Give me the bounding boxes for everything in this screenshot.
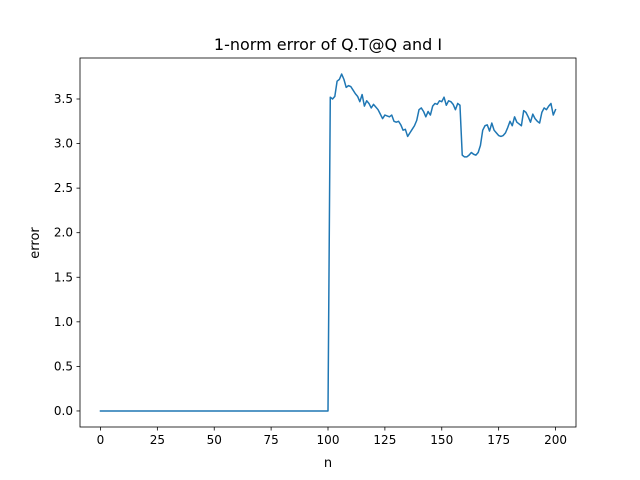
x-tick-label: 50 — [207, 433, 222, 447]
y-tick-label: 2.5 — [54, 181, 73, 195]
x-tick-label: 100 — [317, 433, 340, 447]
y-tick-label: 3.5 — [54, 92, 73, 106]
series-line-0 — [99, 73, 557, 412]
y-tick-label: 3.0 — [54, 137, 73, 151]
plot-area: 0 25 50 75 100 125 150 175 200 0.0 0.5 1.0 1.5 2.0 2.5… — [54, 57, 577, 447]
y-axis-label: error — [28, 227, 43, 259]
y-tick-label: 1.5 — [54, 270, 73, 284]
x-tick-label: 200 — [544, 433, 567, 447]
x-tick-label: 25 — [150, 433, 165, 447]
x-axis-label: n — [324, 456, 332, 471]
x-tick-label: 150 — [430, 433, 453, 447]
x-tick-label: 75 — [263, 433, 278, 447]
x-tick-label: 175 — [487, 433, 510, 447]
y-tick-label: 0.5 — [54, 359, 73, 373]
x-tick-label: 125 — [373, 433, 396, 447]
chart-title: 1-norm error of Q.T@Q and I — [214, 35, 442, 54]
y-tick-label: 2.0 — [54, 226, 73, 240]
y-tick-label: 0.0 — [54, 404, 73, 418]
x-tick-label: 0 — [97, 433, 105, 447]
y-tick-label: 1.0 — [54, 315, 73, 329]
